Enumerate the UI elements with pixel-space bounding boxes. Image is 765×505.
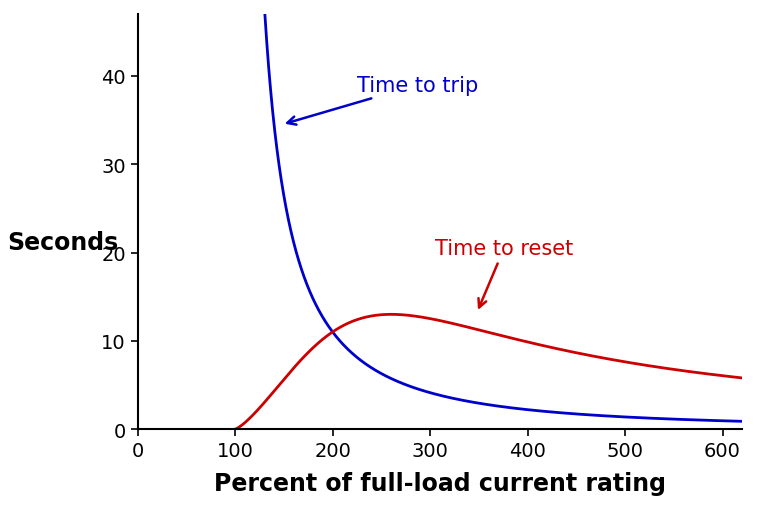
Text: Time to trip: Time to trip	[288, 76, 478, 125]
Text: Seconds: Seconds	[8, 230, 119, 255]
Text: Time to reset: Time to reset	[435, 239, 573, 308]
X-axis label: Percent of full-load current rating: Percent of full-load current rating	[214, 471, 666, 495]
